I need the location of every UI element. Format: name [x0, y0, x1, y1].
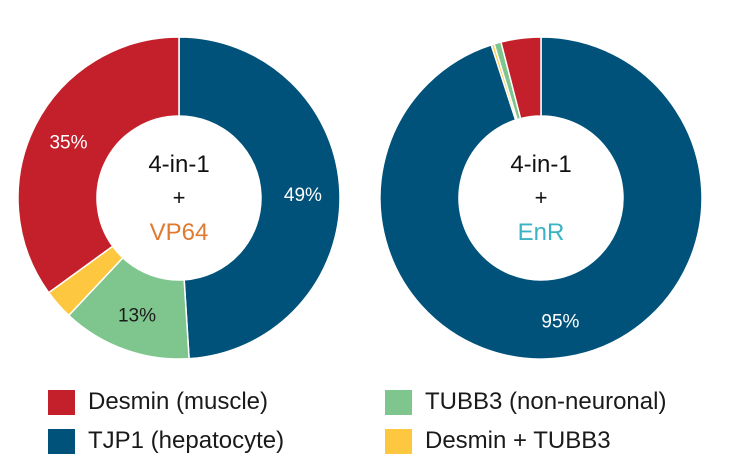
slice-tjp1-hepatocyte	[379, 36, 703, 360]
center-label-line-3: VP64	[150, 219, 209, 246]
donut-chart-vp64: 49% 13% 35% 4-in-1 + VP64	[17, 36, 341, 360]
slice-desmin-muscle	[17, 36, 180, 294]
center-label-line-2: +	[173, 185, 186, 210]
slice-desmin-muscle	[500, 36, 542, 120]
center-label-line-2: +	[535, 185, 548, 210]
center-label-line-1: 4-in-1	[148, 151, 209, 178]
slice-label-desmin-muscle: 35%	[49, 133, 87, 154]
slice-label-tubb3-non-neuronal: 13%	[118, 306, 156, 327]
slice-label-tjp1-hepatocyte: 95%	[541, 311, 579, 332]
center-label-line-1: 4-in-1	[510, 151, 571, 178]
center-label-line-3: EnR	[518, 219, 565, 246]
slice-tjp1-hepatocyte	[178, 36, 341, 360]
slice-label-tjp1-hepatocyte: 49%	[284, 185, 322, 206]
donut-chart-enr: 95% 4-in-1 + EnR	[379, 36, 703, 360]
